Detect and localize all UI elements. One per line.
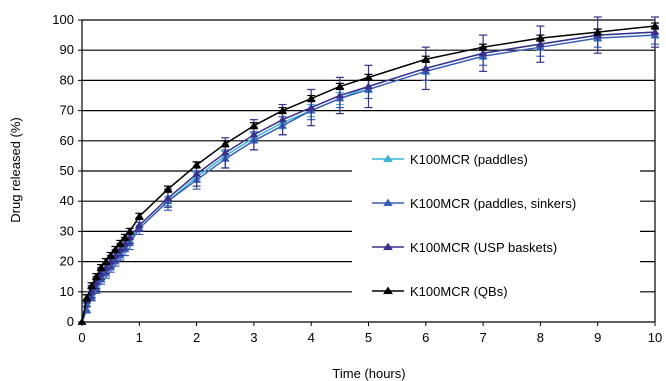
data-point [106, 251, 116, 259]
legend-label: K100MCR (paddles) [410, 152, 528, 167]
x-tick-label: 2 [193, 330, 200, 345]
data-point [478, 49, 488, 56]
legend-marker [383, 242, 393, 251]
series-4 [77, 21, 660, 325]
legend-label: K100MCR (USP baskets) [410, 240, 557, 255]
x-tick-label: 5 [365, 330, 372, 345]
x-axis-title: Time (hours) [332, 366, 405, 381]
y-tick-label: 20 [60, 254, 74, 269]
y-tick-label: 0 [67, 314, 74, 329]
data-point [278, 115, 288, 123]
data-point [364, 82, 373, 90]
y-tick-label: 100 [52, 12, 74, 27]
data-point [421, 55, 431, 63]
legend-marker [383, 198, 393, 207]
data-point [192, 160, 202, 168]
data-point [306, 94, 316, 102]
x-tick-label: 6 [422, 330, 429, 345]
data-point [535, 34, 545, 41]
y-tick-label: 70 [60, 103, 74, 118]
data-point [192, 169, 202, 177]
x-tick-label: 8 [537, 330, 544, 345]
y-tick-label: 40 [60, 193, 74, 208]
legend-marker [383, 286, 393, 295]
axes-layer: 0 10 20 30 40 50 60 70 80 90 100 0 1 2 3 4 5 6 7 8 9 10 [52, 12, 662, 345]
data-point [134, 212, 144, 220]
data-point [110, 245, 120, 253]
data-point [163, 194, 173, 201]
data-point [650, 28, 660, 35]
data-point [82, 293, 92, 301]
data-point [220, 148, 230, 156]
data-point [478, 43, 488, 50]
data-point [249, 121, 259, 129]
data-point [125, 227, 135, 235]
data-point [278, 106, 288, 114]
x-tick-label: 3 [250, 330, 257, 345]
data-point [120, 233, 130, 241]
data-point [96, 263, 106, 271]
data-point [249, 130, 259, 138]
x-tick-label: 1 [136, 330, 143, 345]
data-point [650, 21, 660, 29]
data-point [421, 64, 431, 72]
data-point [115, 239, 125, 247]
series-layer [77, 16, 660, 325]
data-point [306, 103, 316, 111]
legend-label: K100MCR (QBs) [410, 284, 508, 299]
data-point [77, 317, 87, 325]
legend-label: K100MCR (paddles, sinkers) [410, 196, 576, 211]
y-axis-title: Drug released (%) [8, 117, 23, 223]
legend-box [352, 145, 640, 305]
x-tick-label: 9 [594, 330, 601, 345]
data-point [101, 257, 111, 265]
legend: K100MCR (paddles) K100MCR (paddles, sinke… [352, 145, 640, 305]
data-point [87, 281, 97, 289]
y-tick-label: 30 [60, 223, 74, 238]
y-tick-label: 10 [60, 284, 74, 299]
data-point [163, 185, 173, 192]
legend-marker [383, 154, 393, 163]
data-point [220, 139, 230, 147]
data-point [364, 73, 373, 81]
data-point [593, 28, 603, 35]
y-tick-label: 50 [60, 163, 74, 178]
x-tick-label: 10 [648, 330, 662, 345]
data-point [335, 82, 345, 90]
data-point [335, 91, 345, 99]
data-point [535, 40, 545, 47]
x-tick-label: 7 [479, 330, 486, 345]
y-tick-label: 60 [60, 133, 74, 148]
x-tick-label: 0 [78, 330, 85, 345]
x-tick-label: 4 [308, 330, 315, 345]
y-tick-label: 80 [60, 72, 74, 87]
y-tick-label: 90 [60, 42, 74, 57]
data-point [134, 221, 144, 229]
data-point [91, 272, 101, 280]
